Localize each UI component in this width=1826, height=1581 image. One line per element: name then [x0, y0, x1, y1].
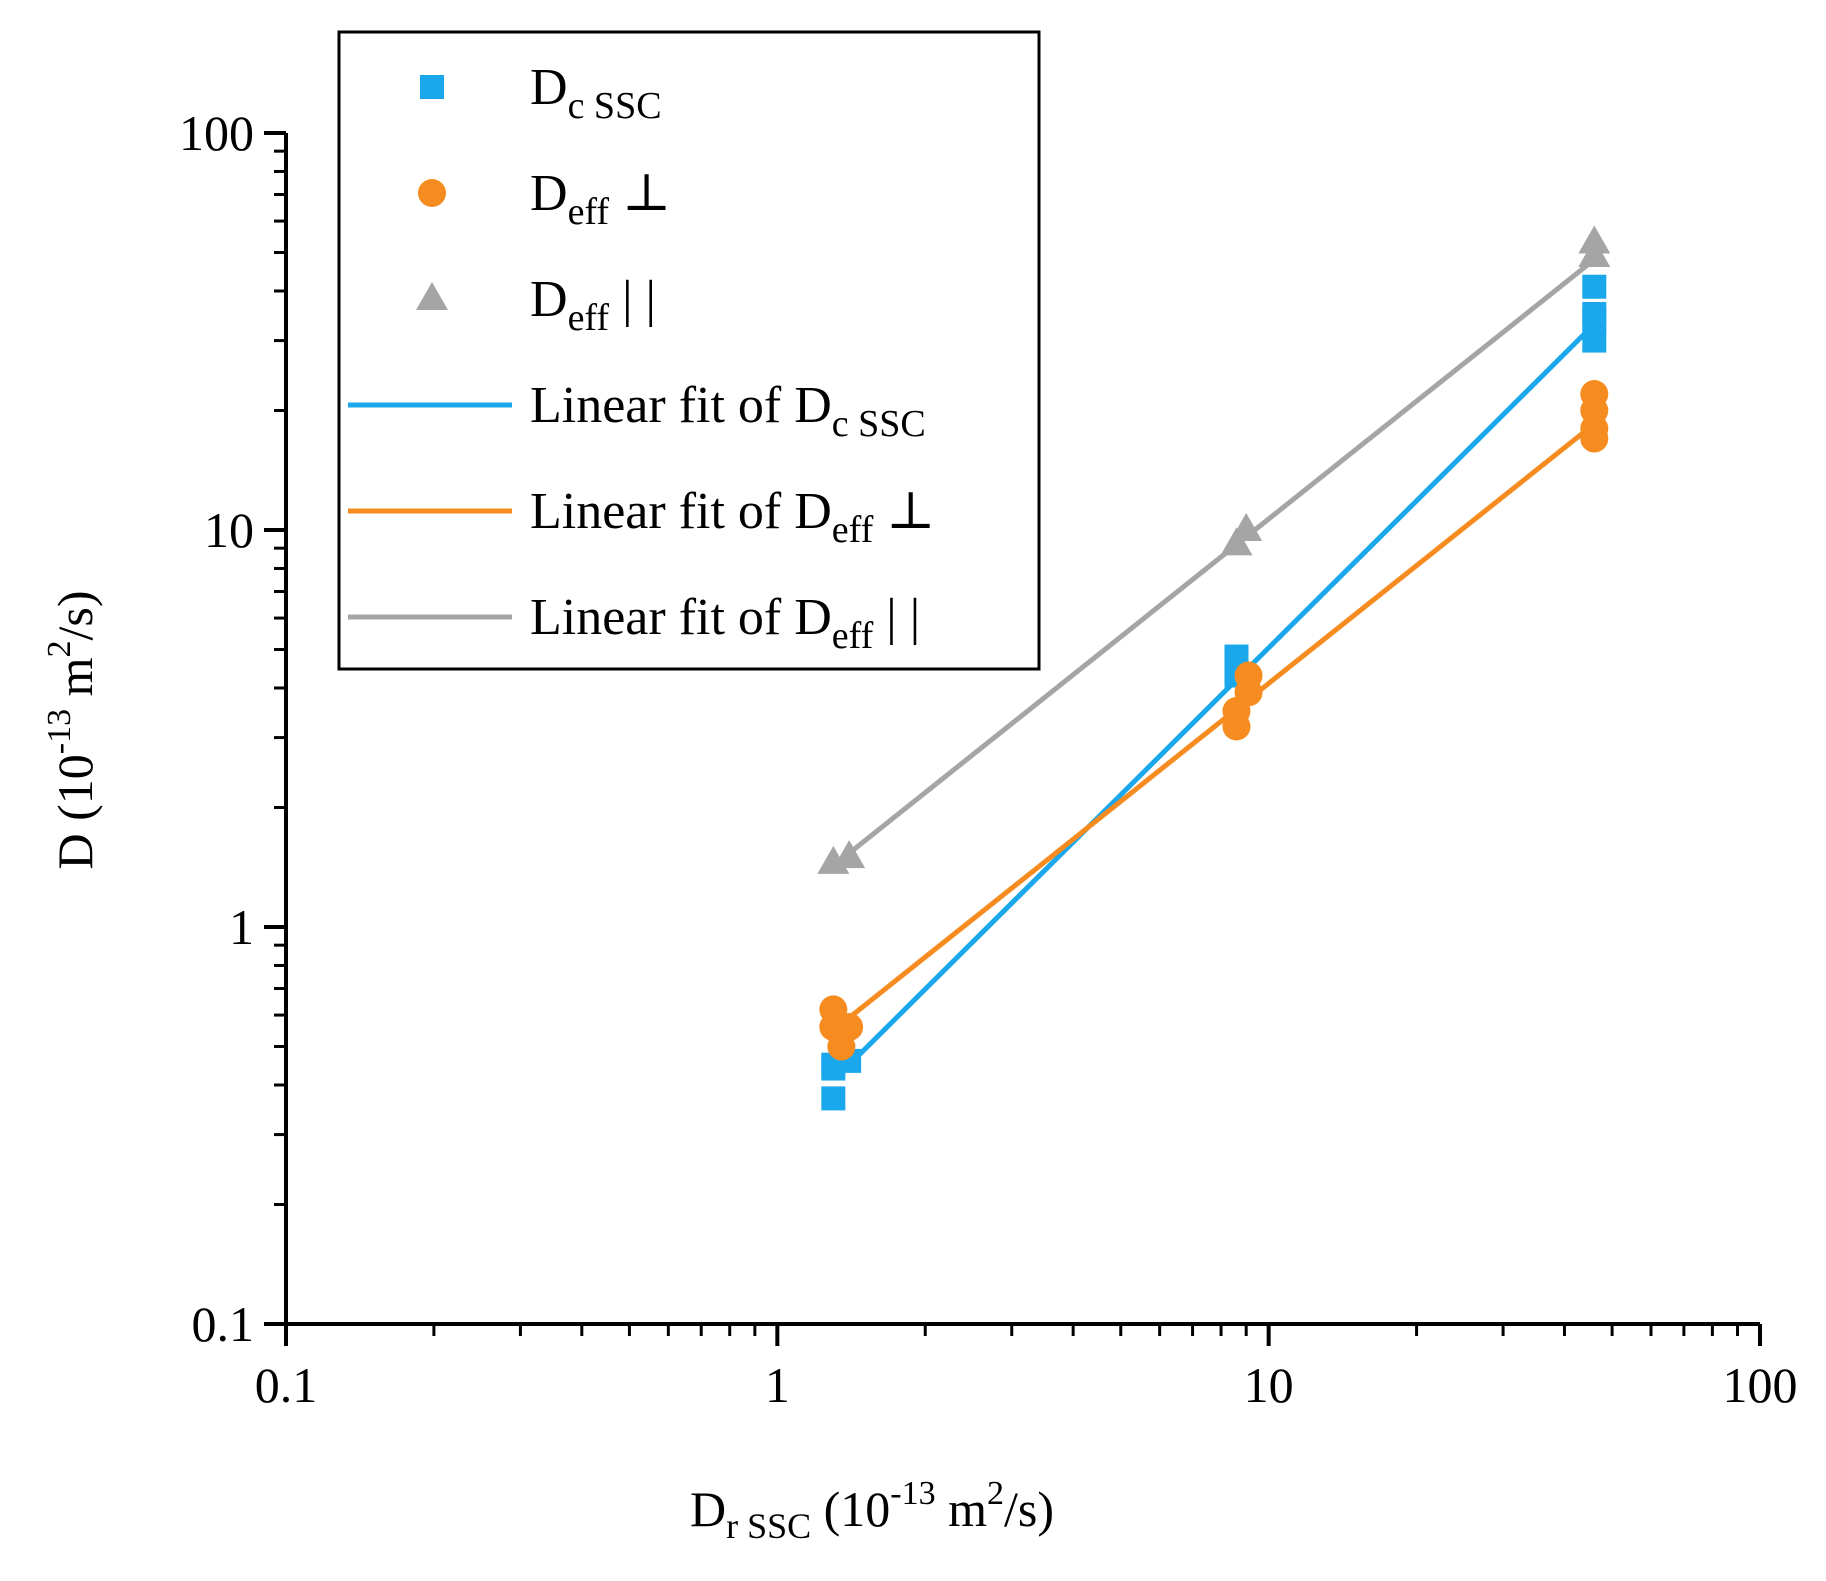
y-tick-label: 1	[229, 899, 254, 955]
point-s3-6	[1578, 225, 1611, 254]
legend-marker-1	[420, 75, 444, 99]
legend-label-2: Deff ⊥	[530, 165, 671, 233]
fit-line-3	[838, 257, 1597, 862]
legend-fit-label-2: Linear fit of Deff ⊥	[530, 483, 935, 551]
legend-box	[337, 30, 1041, 671]
x-tick-label: 1	[765, 1357, 790, 1413]
fit-line-2	[838, 421, 1597, 1027]
legend-label-1: Dc SSC	[530, 59, 662, 127]
x-tick-label: 0.1	[255, 1357, 318, 1413]
x-tick-label: 100	[1723, 1357, 1798, 1413]
y-tick-label: 10	[204, 502, 254, 558]
y-axis-label: D (10-13 m2/s)	[41, 591, 103, 870]
fit-lines	[838, 257, 1597, 1076]
legend-fit-label-1: Linear fit of Dc SSC	[530, 377, 926, 445]
axes: 0.1 1 10 100 0.1 1 10 100	[179, 105, 1798, 1413]
data-markers	[817, 225, 1611, 1111]
legend-fit-label-3: Linear fit of Deff | |	[530, 589, 920, 657]
fit-line-1	[838, 321, 1597, 1076]
x-tick-label: 10	[1244, 1357, 1294, 1413]
point-s2-8	[1234, 661, 1263, 690]
point-s1-8	[1582, 328, 1607, 353]
y-tick-label: 100	[179, 105, 254, 161]
point-s2-12	[1580, 380, 1609, 409]
legend-marker-3	[416, 282, 448, 310]
point-s3-3	[1220, 527, 1253, 556]
y-tick-label: 0.1	[192, 1296, 255, 1352]
point-s1-1	[821, 1086, 846, 1111]
point-s3-4	[1230, 513, 1263, 541]
point-s1-11	[1582, 274, 1607, 299]
point-s2-4	[835, 1012, 864, 1041]
legend: Dc SSC Deff ⊥ Deff | | Linear fit of Dc SSC…	[337, 30, 1041, 671]
point-s3-2	[833, 840, 866, 869]
x-axis-label: Dr SSC (10-13 m2/s)	[690, 1475, 1054, 1546]
point-s1-10	[1582, 302, 1607, 327]
legend-marker-2	[418, 179, 446, 207]
legend-label-3: Deff | |	[530, 271, 656, 339]
